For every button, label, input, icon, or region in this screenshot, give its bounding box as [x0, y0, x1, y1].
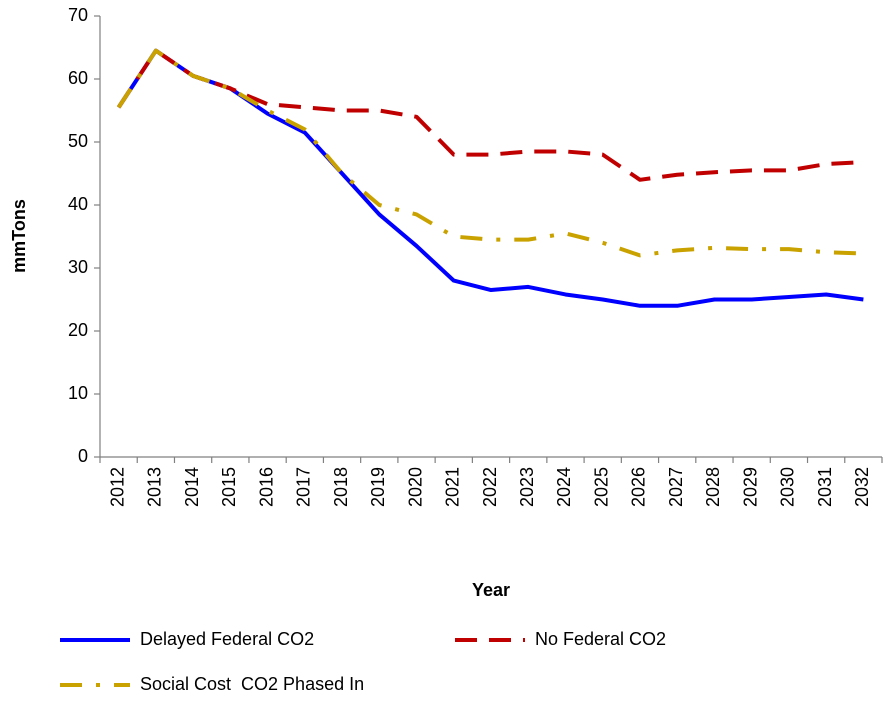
y-tick-label: 30 [68, 257, 88, 277]
x-tick-label: 2020 [405, 467, 425, 507]
y-axis-label: mmTons [9, 199, 29, 273]
x-tick-label: 2027 [666, 467, 686, 507]
x-tick-label: 2024 [554, 467, 574, 507]
x-tick-label: 2030 [778, 467, 798, 507]
y-tick-label: 0 [78, 446, 88, 466]
x-tick-label: 2018 [331, 467, 351, 507]
x-axis-label: Year [472, 580, 510, 600]
legend-label: Delayed Federal CO2 [140, 629, 314, 649]
x-tick-label: 2022 [480, 467, 500, 507]
series-line [116, 48, 864, 258]
y-tick-label: 40 [68, 194, 88, 214]
legend-label: No Federal CO2 [535, 629, 666, 649]
legend-label: Social Cost CO2 Phased In [140, 674, 364, 694]
x-tick-label: 2028 [703, 467, 723, 507]
x-tick-label: 2023 [517, 467, 537, 507]
x-tick-label: 2019 [368, 467, 388, 507]
x-tick-label: 2021 [443, 467, 463, 507]
x-tick-label: 2025 [591, 467, 611, 507]
y-tick-label: 20 [68, 320, 88, 340]
x-tick-label: 2029 [740, 467, 760, 507]
y-tick-label: 70 [68, 5, 88, 25]
y-tick-label: 10 [68, 383, 88, 403]
x-tick-label: 2015 [219, 467, 239, 507]
y-tick-label: 60 [68, 68, 88, 88]
series-line [116, 48, 864, 182]
x-tick-label: 2014 [182, 467, 202, 507]
x-tick-label: 2017 [294, 467, 314, 507]
x-tick-label: 2031 [815, 467, 835, 507]
x-tick-label: 2012 [107, 467, 127, 507]
y-tick-label: 50 [68, 131, 88, 151]
x-tick-label: 2032 [852, 467, 872, 507]
x-tick-label: 2013 [145, 467, 165, 507]
x-tick-label: 2026 [629, 467, 649, 507]
x-tick-label: 2016 [256, 467, 276, 507]
